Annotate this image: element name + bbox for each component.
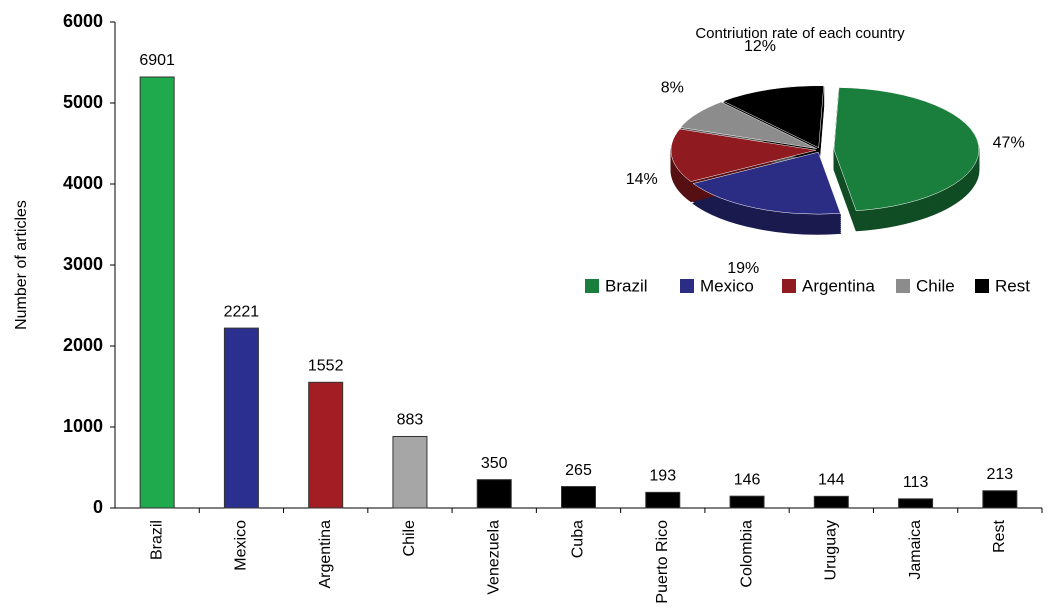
bar-value-label: 2221 — [224, 303, 260, 320]
bar-value-label: 193 — [649, 468, 676, 485]
x-tick-label: Mexico — [233, 520, 250, 571]
bar — [561, 486, 596, 509]
bar — [392, 435, 428, 509]
bar — [645, 491, 681, 509]
y-tick-label: 5000 — [63, 92, 103, 112]
x-tick-label: Uruguay — [823, 520, 840, 580]
bar-value-label: 144 — [818, 472, 845, 489]
bar-value-label: 146 — [734, 471, 761, 488]
bar — [898, 498, 934, 509]
legend-label: Brazil — [605, 276, 648, 295]
bar — [476, 479, 512, 509]
y-tick-label: 3000 — [63, 254, 103, 274]
x-tick-label: Chile — [401, 520, 418, 557]
bar — [729, 495, 765, 509]
x-tick-label: Argentina — [317, 520, 334, 589]
x-tick-label: Venezuela — [485, 520, 502, 595]
bar-value-label: 350 — [481, 455, 508, 472]
slice — [679, 101, 817, 149]
slice-label: 12% — [744, 38, 776, 55]
legend-swatch — [975, 279, 989, 293]
x-tick-label: Rest — [991, 519, 1008, 552]
pie-title: Contriution rate of each country — [695, 25, 905, 42]
slice-label: 19% — [727, 260, 759, 277]
legend-label: Argentina — [802, 276, 875, 295]
x-tick-label: Brazil — [148, 520, 165, 560]
bar — [982, 490, 1018, 509]
bar-value-label: 265 — [565, 462, 592, 479]
legend-label: Mexico — [700, 276, 754, 295]
bar-value-label: 6901 — [139, 52, 175, 69]
slice — [670, 128, 817, 182]
slice-label: 8% — [661, 79, 684, 96]
bar-value-label: 113 — [903, 474, 929, 491]
bar-value-label: 883 — [397, 412, 424, 429]
bar-value-label: 1552 — [308, 358, 344, 375]
slice-label: 14% — [626, 171, 658, 188]
legend-label: Rest — [995, 276, 1030, 295]
bar — [223, 327, 259, 509]
legend-swatch — [896, 279, 910, 293]
bar — [308, 381, 344, 509]
y-tick-label: 6000 — [63, 11, 103, 31]
slice — [722, 85, 824, 149]
y-tick-label: 2000 — [63, 335, 103, 355]
y-axis-label: Number of articles — [13, 200, 30, 330]
legend-swatch — [585, 279, 599, 293]
x-tick-label: Puerto Rico — [654, 520, 671, 604]
x-tick-label: Jamaica — [907, 520, 924, 580]
x-tick-label: Cuba — [570, 520, 587, 558]
bar — [139, 76, 175, 509]
y-tick-label: 0 — [93, 497, 103, 517]
legend-swatch — [680, 279, 694, 293]
slice — [833, 87, 980, 212]
slice-label: 47% — [993, 134, 1025, 151]
slice — [692, 151, 841, 215]
legend-swatch — [782, 279, 796, 293]
y-tick-label: 1000 — [63, 416, 103, 436]
x-tick-label: Colombia — [738, 520, 755, 588]
legend-label: Chile — [916, 276, 955, 295]
bar — [813, 495, 849, 509]
y-tick-label: 4000 — [63, 173, 103, 193]
bar-value-label: 213 — [987, 466, 1014, 483]
